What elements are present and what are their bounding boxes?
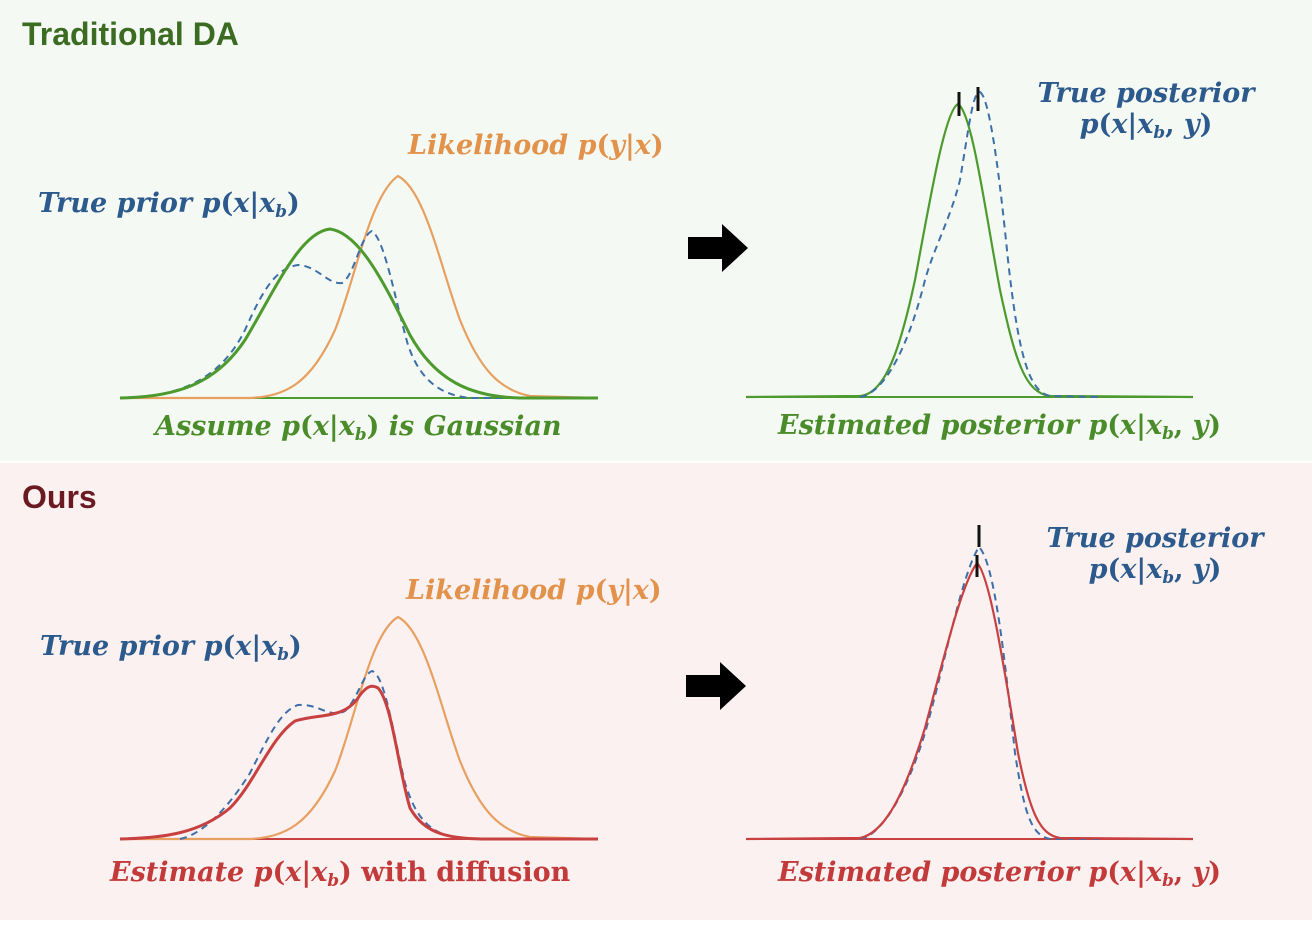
right-arrow-icon (688, 224, 748, 272)
ours-plots (119, 525, 1194, 841)
right-arrow-icon (686, 662, 746, 710)
gaussian-prior-curve (119, 227, 598, 400)
estimated-posterior-curve (745, 102, 1194, 399)
true-posterior-label: True posterior p(x|xb, y) (1046, 523, 1264, 588)
true-prior-label: True prior p(x|xb) (38, 188, 300, 222)
traditional-da-heading: Traditional DA (22, 16, 239, 52)
traditional-da-panel: Traditional DA True prior p(x|xb) Likeli… (0, 0, 1312, 461)
estimate-with-diffusion-label: Estimate p(x|xb) with diffusion (110, 857, 571, 891)
true-prior-curve (124, 229, 598, 399)
true-prior-label: True prior p(x|xb) (40, 631, 302, 665)
estimated-posterior-label: Estimated posterior p(x|xb, y) (778, 857, 1222, 891)
likelihood-label: Likelihood p(y|x) (408, 130, 664, 161)
true-posterior-curve (859, 90, 1101, 398)
estimated-posterior-curve (745, 561, 1194, 841)
likelihood-label: Likelihood p(y|x) (406, 575, 662, 606)
ours-panel: Ours True prior p(x|xb) Likelihood p(y|x… (0, 463, 1312, 920)
diffusion-prior-curve (119, 684, 598, 841)
likelihood-curve (120, 174, 599, 400)
true-posterior-label: True posterior p(x|xb, y) (1037, 78, 1255, 143)
assume-gaussian-label: Assume p(x|xb) is Gaussian (155, 411, 562, 445)
estimated-posterior-label: Estimated posterior p(x|xb, y) (778, 410, 1222, 444)
true-prior-curve (179, 669, 598, 840)
traditional-da-plots (119, 87, 1194, 400)
ours-heading: Ours (22, 479, 97, 515)
likelihood-curve (120, 615, 599, 841)
true-posterior-curve (859, 545, 1100, 840)
